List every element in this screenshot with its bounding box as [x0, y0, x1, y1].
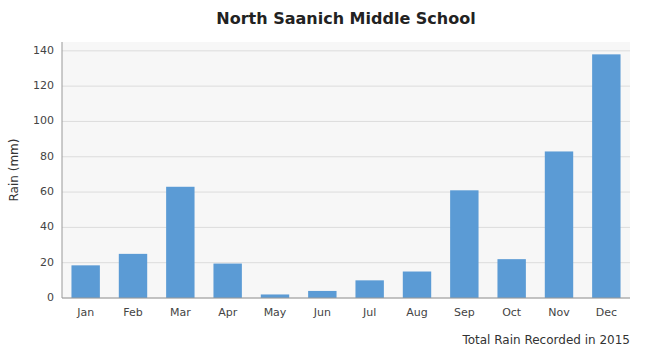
- bar: [592, 54, 620, 298]
- y-ticks: 0 20 40 60 80 100 120 140: [33, 44, 54, 304]
- y-tick-label: 40: [40, 220, 54, 233]
- x-ticks: Jan Feb Mar Apr May Jun Jul Aug Sep Oct Nov Dec: [76, 306, 617, 319]
- grid: [62, 51, 630, 298]
- y-axis-line: [62, 42, 63, 298]
- x-tick-label: Feb: [123, 306, 142, 319]
- x-tick-label: May: [264, 306, 287, 319]
- bars: [71, 54, 620, 298]
- y-tick-label: 100: [33, 114, 54, 127]
- x-tick-label: Dec: [596, 306, 617, 319]
- bar: [403, 272, 431, 298]
- y-tick-label: 80: [40, 150, 54, 163]
- x-tick-label: Apr: [218, 306, 238, 319]
- x-tick-label: Jan: [76, 306, 94, 319]
- x-axis-line: [62, 298, 630, 299]
- bar: [166, 187, 194, 298]
- title: North Saanich Middle School: [216, 9, 475, 28]
- x-tick-label: Mar: [170, 306, 191, 319]
- plot-background: [62, 42, 630, 298]
- x-tick-label: Nov: [548, 306, 570, 319]
- bar: [497, 259, 525, 298]
- grid-line: [62, 50, 630, 51]
- y-tick-label: 20: [40, 256, 54, 269]
- x-tick-label: Aug: [406, 306, 427, 319]
- bar: [308, 291, 336, 298]
- bar: [450, 190, 478, 298]
- x-axis-label: Total Rain Recorded in 2015: [461, 333, 630, 347]
- y-tick-label: 60: [40, 185, 54, 198]
- x-tick-label: Oct: [502, 306, 522, 319]
- bar: [119, 254, 147, 298]
- chart-svg: 0 20 40 60 80 100 120 140 Jan Feb Mar Apr May Jun Jul A…: [0, 0, 650, 360]
- y-tick-label: 120: [33, 79, 54, 92]
- bar: [213, 264, 241, 298]
- bar: [261, 294, 289, 298]
- x-tick-label: Sep: [454, 306, 475, 319]
- bar: [545, 151, 573, 298]
- x-tick-label: Jun: [313, 306, 331, 319]
- grid-line: [62, 86, 630, 87]
- bar: [71, 265, 99, 298]
- chart-container: 0 20 40 60 80 100 120 140 Jan Feb Mar Apr May Jun Jul A…: [0, 0, 650, 360]
- grid-line: [62, 298, 630, 299]
- x-tick-label: Jul: [362, 306, 376, 319]
- y-axis-label: Rain (mm): [7, 139, 21, 202]
- bar: [355, 280, 383, 298]
- grid-line: [62, 121, 630, 122]
- y-tick-label: 140: [33, 44, 54, 57]
- y-tick-label: 0: [47, 291, 54, 304]
